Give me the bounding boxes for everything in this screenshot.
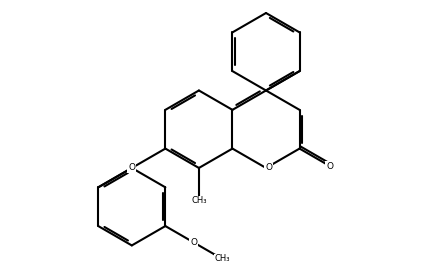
Text: O: O <box>128 163 135 172</box>
Text: O: O <box>326 162 333 171</box>
Text: CH₃: CH₃ <box>214 255 230 264</box>
Text: O: O <box>190 238 197 247</box>
Text: CH₃: CH₃ <box>191 196 207 205</box>
Text: O: O <box>265 163 272 172</box>
